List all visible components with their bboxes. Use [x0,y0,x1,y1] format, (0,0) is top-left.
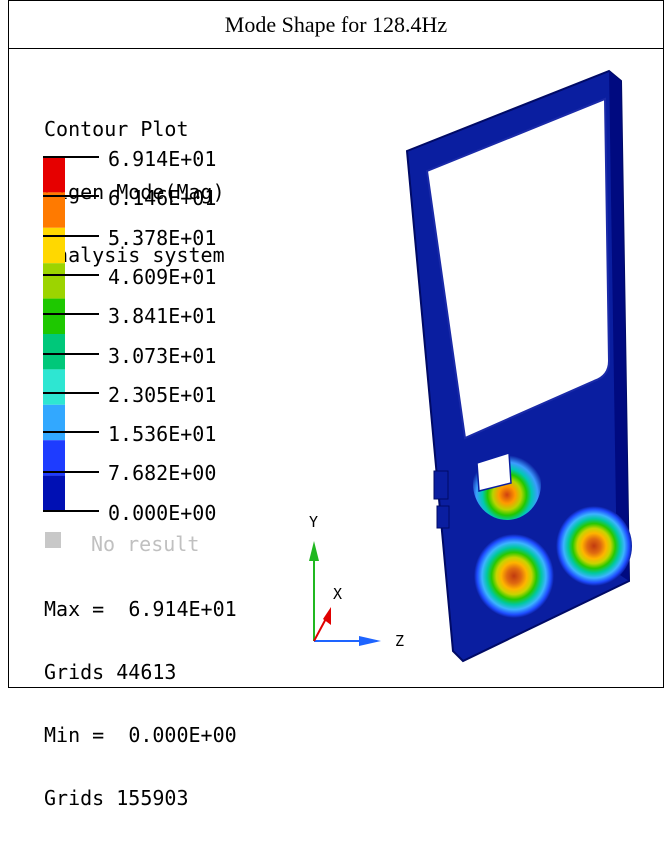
figure-title: Mode Shape for 128.4Hz [9,1,663,49]
latch-pocket [476,452,512,492]
hinge-bracket [433,470,449,500]
y-axis-arrowhead [309,541,319,561]
min-label: Min = [44,723,105,747]
legend-header-line-3: Analysis system [44,243,225,267]
legend-tick-mark [43,510,99,512]
legend-tick-label: 7.682E+00 [108,461,217,485]
hinge-bracket [436,505,450,529]
legend-color-band [43,475,65,511]
legend-color-band [43,263,65,299]
legend-color-band [43,440,65,476]
legend-tick-mark [43,234,99,237]
legend-color-band [43,157,65,193]
figure-frame: Mode Shape for 128.4Hz Contour Plot Eige… [8,0,664,809]
legend-tick-label: 6.914E+01 [108,147,217,171]
legend-tick-label: 5.378E+01 [108,226,217,250]
triad-label-x: X [333,585,342,603]
min-grids: Grids 155903 [44,786,189,810]
max-value: 6.914E+01 [128,597,237,621]
legend-tick-label: 6.146E+01 [108,186,217,210]
legend-tick-label: 3.841E+01 [108,304,217,328]
legend-tick-mark [43,156,99,158]
max-grids: Grids 44613 [44,660,177,684]
min-line: Min = 0.000E+00 [44,725,237,746]
max-line: Max = 6.914E+01 [44,599,237,620]
door-edge [609,71,629,581]
legend-tick-mark [43,431,99,434]
legend-tick-label: 3.073E+01 [108,344,217,368]
legend-tick-mark [43,274,99,276]
legend-tick-label: 4.609E+01 [108,265,217,289]
legend-tick-label: 2.305E+01 [108,383,217,407]
z-axis-arrowhead [359,636,381,646]
legend-color-band [43,298,65,334]
mode-lobe-left [474,534,554,618]
legend-color-band [43,369,65,405]
legend-color-band [43,192,65,228]
no-result-label: No result [91,532,200,556]
legend-header: Contour Plot Eigen Mode(Mag) Analysis sy… [44,77,225,308]
triad-label-z: Z [395,632,404,650]
legend-tick-mark [43,352,99,355]
no-result-swatch [45,532,61,548]
triad-label-y: Y [309,513,318,531]
legend-color-band [43,334,65,370]
legend-tick-label: 1.536E+01 [108,422,217,446]
legend-tick-mark [43,470,99,473]
door-window [425,97,611,440]
coordinate-triad: Y X Z [309,513,404,650]
legend-tick-mark [43,392,99,394]
legend-tick-label: 0.000E+00 [108,501,217,525]
legend-header-line-1: Contour Plot [44,117,189,141]
legend-tick-mark [43,195,99,198]
max-label: Max = [44,597,105,621]
x-axis-arrowhead [323,607,331,625]
mode-lobe-right [556,506,632,586]
door-model-view: Y X Z [309,69,632,663]
min-value: 0.000E+00 [128,723,237,747]
legend-tick-mark [43,313,99,316]
